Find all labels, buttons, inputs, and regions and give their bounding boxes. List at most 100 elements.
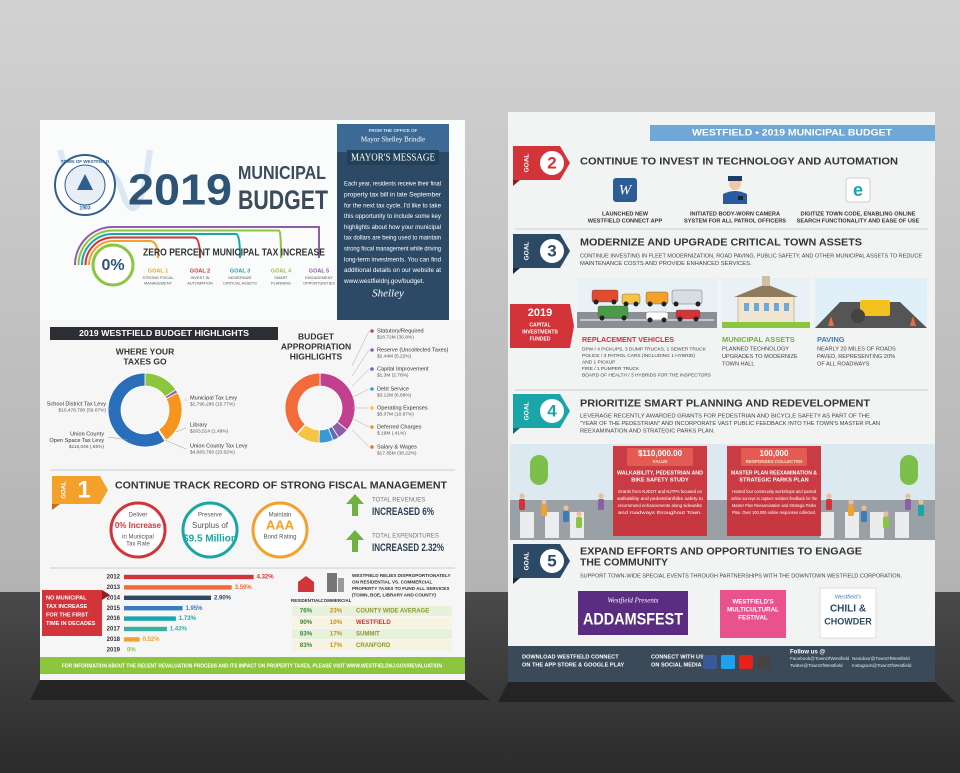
- cell: 83%: [300, 642, 313, 649]
- right-header: [650, 125, 935, 141]
- bar-label: 2.90%: [214, 595, 232, 601]
- vehicle: [671, 289, 703, 305]
- building-icon: [327, 573, 337, 592]
- mayor-body: strong fiscal management while driving: [344, 245, 441, 252]
- event-logo: [720, 590, 786, 638]
- leader-line: [351, 418, 370, 428]
- wheel: [633, 301, 639, 307]
- stat-top: Maintain: [269, 513, 292, 519]
- donut-label: Operating Expenses: [377, 405, 428, 411]
- cell: 23%: [330, 608, 343, 615]
- wheel: [647, 317, 653, 323]
- donut-segment: [284, 372, 321, 435]
- goal-label: GOAL 4: [271, 268, 292, 274]
- footer-text: ON SOCIAL MEDIA: [651, 662, 702, 668]
- goal-ribbon: [84, 236, 201, 266]
- mayor-body: this opportunity to include some key: [344, 213, 442, 220]
- vehicle: [597, 305, 629, 319]
- goal-text: MANAGEMENT: [144, 281, 173, 286]
- code-icon: [845, 177, 871, 203]
- leader-line: [351, 349, 370, 377]
- mayor-body: Each year, residents receive their final: [344, 181, 441, 188]
- percent: (1.49%): [211, 429, 228, 435]
- cell: 90%: [300, 619, 313, 626]
- asset-title: REPLACEMENT VEHICLES: [582, 335, 674, 344]
- footer-handle: Facebook@TownOfWestfield: [790, 656, 850, 661]
- cell: WESTFIELD: [356, 620, 391, 626]
- stat-circle: [251, 501, 309, 559]
- cell: 83%: [300, 631, 313, 638]
- left-footer: [40, 657, 465, 674]
- title-year: 2019: [128, 166, 232, 215]
- icon-letter: W: [619, 182, 633, 198]
- seal-name: TOWN OF WESTFIELD: [61, 159, 110, 164]
- goal-ribbon: [77, 229, 282, 266]
- zero-badge-text: 0%: [101, 257, 124, 274]
- goal-text: MAINTENANCE COSTS AND PROVIDE ENHANCED S…: [580, 261, 752, 267]
- up-arrow: [346, 530, 364, 552]
- amount: $263,514: [190, 429, 210, 435]
- asset-line: POLICE / 3 PATROL CARS (INCLUDING 1 HYBR…: [582, 353, 695, 359]
- donut-label: Salary & Wages: [377, 444, 417, 450]
- donut-title: TAXES GO: [123, 356, 167, 366]
- wheel: [599, 315, 605, 321]
- bar: [124, 595, 211, 600]
- year-label: 2014: [107, 595, 121, 601]
- donut-amount: $1.3M (2.78%): [377, 373, 409, 379]
- goal-tag-text: GOAL: [524, 242, 531, 261]
- bar: [124, 616, 176, 621]
- event-logo: [578, 591, 688, 635]
- person-head: [826, 493, 832, 499]
- crosswalk: [870, 512, 884, 538]
- goal-number: 1: [77, 476, 90, 503]
- footer-text: DOWNLOAD WESTFIELD CONNECT: [522, 654, 619, 660]
- goal-number-circle: [540, 549, 564, 573]
- mayor-heading: MAYOR'S MESSAGE: [351, 152, 435, 163]
- donut-title: WHERE YOUR: [116, 346, 174, 356]
- donut-label: Reserve (Uncollected Taxes): [377, 347, 449, 353]
- stat-bottom: $9.5 Million: [183, 534, 237, 545]
- note-text: TAX INCREASE: [46, 604, 88, 610]
- event-text: FESTIVAL: [738, 615, 768, 622]
- person-body: [861, 511, 867, 522]
- goal-ribbon: [81, 233, 241, 266]
- note-text: NO MUNICIPAL: [46, 595, 87, 601]
- goal-heading: CONTINUE TRACK RECORD OF STRONG FISCAL M…: [115, 481, 447, 492]
- social-icon: [739, 655, 753, 669]
- vehicle: [675, 309, 701, 320]
- asset-line: NEARLY 20 MILES OF ROADS: [817, 346, 896, 352]
- highlights-banner: [50, 327, 278, 340]
- donut-amount: $5.07M (10.87%): [377, 412, 414, 418]
- donut-label: Library: [190, 422, 207, 428]
- mayor-from: FROM THE OFFICE OF: [369, 128, 418, 133]
- donut-title: APPROPRIATION: [281, 341, 351, 351]
- goal-text: PLANNING: [271, 281, 291, 286]
- person-body: [883, 517, 889, 528]
- amount: $2,796,295: [190, 402, 214, 408]
- percent: (2.78%): [392, 373, 409, 379]
- goal-label: GOAL 1: [148, 268, 168, 274]
- goal-text: REEXAMINATION AND STRATEGIC PARKS PLAN.: [580, 429, 715, 435]
- cell: COUNTY WIDE AVERAGE: [356, 609, 429, 615]
- stat-main: Surplus of: [192, 521, 229, 530]
- donut-label: Debt Service: [377, 386, 409, 392]
- town-hall-roof: [734, 284, 798, 297]
- bar: [124, 637, 140, 642]
- goal-label: GOAL 3: [230, 268, 250, 274]
- footer-text: FOR INFORMATION ABOUT THE RECENT REVALUA…: [62, 663, 442, 669]
- badge-year: 2019: [528, 307, 552, 319]
- person-body: [826, 499, 832, 510]
- mayor-body: property tax bill in late September: [344, 191, 442, 198]
- bar: [124, 626, 167, 632]
- asset-line: TOWN HALL: [722, 361, 755, 367]
- item-text: SEARCH FUNCTIONALITY AND EASE OF USE: [797, 218, 920, 224]
- badge-text: FUNDED: [530, 336, 551, 342]
- cell: 76%: [300, 608, 313, 615]
- amount: $.19M: [377, 431, 390, 437]
- leader-line: [164, 439, 187, 450]
- figure-box: [741, 448, 807, 466]
- total-value: INCREASED 6%: [372, 506, 434, 518]
- amount: $4,083,766: [190, 450, 214, 456]
- item-text: LAUNCHED NEW: [602, 211, 649, 217]
